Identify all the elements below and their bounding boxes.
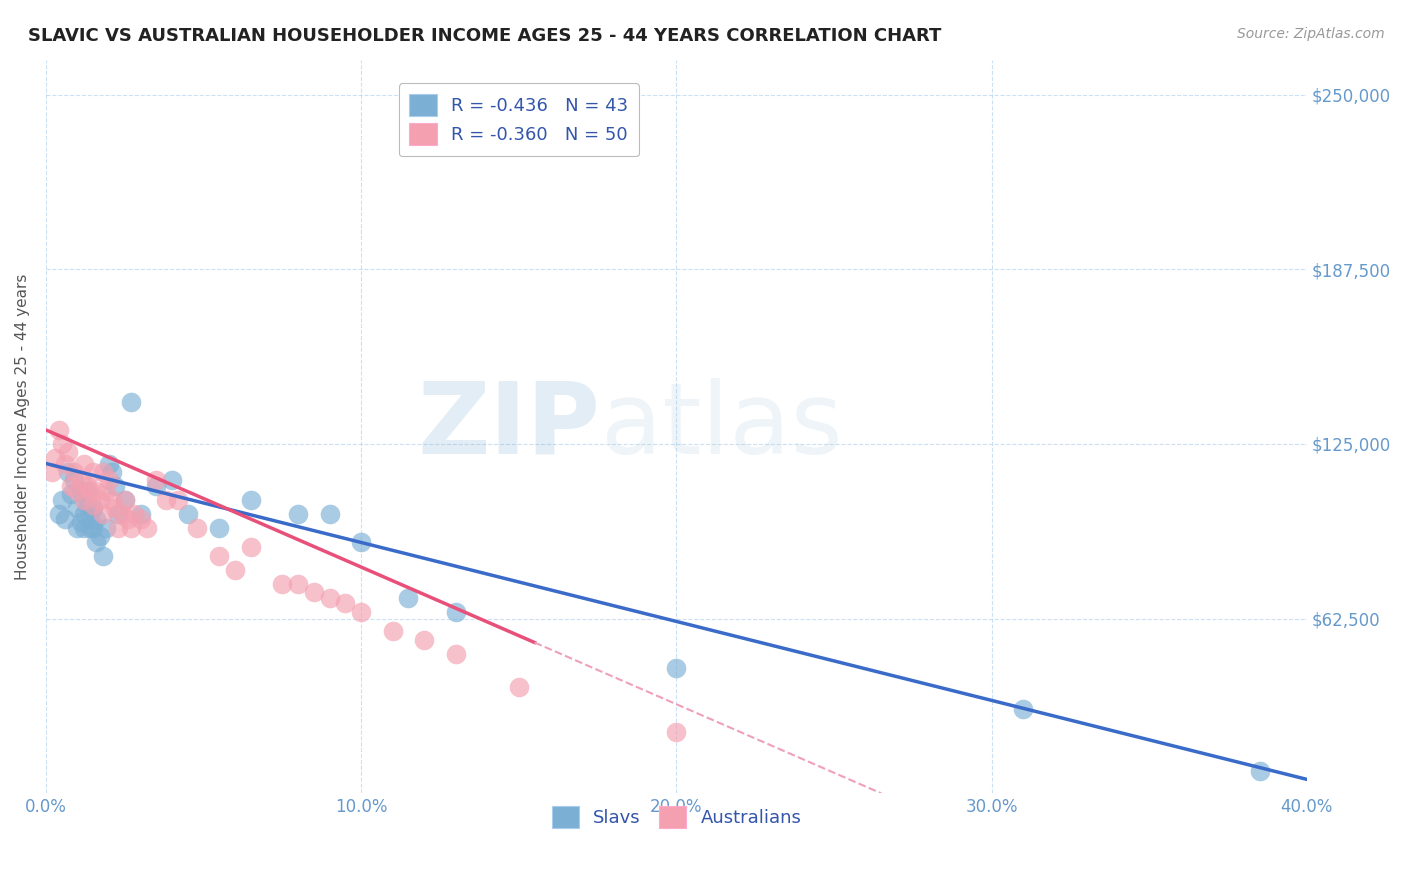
Point — [114, 492, 136, 507]
Point — [89, 529, 111, 543]
Point — [76, 479, 98, 493]
Point — [76, 484, 98, 499]
Point — [318, 507, 340, 521]
Point — [48, 423, 70, 437]
Point — [381, 624, 404, 639]
Point — [120, 521, 142, 535]
Point — [91, 507, 114, 521]
Point — [208, 549, 231, 563]
Point — [69, 473, 91, 487]
Point — [82, 521, 104, 535]
Point — [69, 484, 91, 499]
Point — [86, 512, 108, 526]
Point — [91, 465, 114, 479]
Y-axis label: Householder Income Ages 25 - 44 years: Householder Income Ages 25 - 44 years — [15, 273, 30, 580]
Point — [413, 632, 436, 647]
Point — [665, 660, 688, 674]
Text: Source: ZipAtlas.com: Source: ZipAtlas.com — [1237, 27, 1385, 41]
Point — [239, 492, 262, 507]
Point — [177, 507, 200, 521]
Point — [208, 521, 231, 535]
Point — [82, 501, 104, 516]
Point — [129, 512, 152, 526]
Point — [94, 484, 117, 499]
Point — [444, 605, 467, 619]
Point — [111, 507, 134, 521]
Point — [1012, 702, 1035, 716]
Point — [318, 591, 340, 605]
Point — [271, 576, 294, 591]
Point — [79, 512, 101, 526]
Point — [60, 479, 83, 493]
Point — [302, 585, 325, 599]
Point — [86, 484, 108, 499]
Point — [1249, 764, 1271, 778]
Point — [56, 445, 79, 459]
Point — [104, 501, 127, 516]
Point — [104, 479, 127, 493]
Point — [444, 647, 467, 661]
Point — [145, 479, 167, 493]
Text: atlas: atlas — [600, 378, 842, 475]
Legend: Slavs, Australians: Slavs, Australians — [544, 799, 808, 836]
Point — [63, 473, 86, 487]
Point — [44, 450, 66, 465]
Point — [155, 492, 177, 507]
Point — [350, 605, 373, 619]
Point — [53, 512, 76, 526]
Point — [135, 521, 157, 535]
Point — [350, 534, 373, 549]
Point — [287, 576, 309, 591]
Point — [66, 501, 89, 516]
Point — [117, 512, 139, 526]
Point — [53, 457, 76, 471]
Point — [335, 596, 357, 610]
Point — [98, 457, 121, 471]
Point — [398, 591, 420, 605]
Point — [239, 541, 262, 555]
Point — [56, 465, 79, 479]
Point — [69, 515, 91, 529]
Text: ZIP: ZIP — [418, 378, 600, 475]
Point — [41, 465, 63, 479]
Point — [167, 492, 190, 507]
Point — [89, 492, 111, 507]
Point — [79, 484, 101, 499]
Point — [508, 680, 530, 694]
Point — [120, 395, 142, 409]
Point — [73, 492, 96, 507]
Point — [63, 465, 86, 479]
Point — [91, 549, 114, 563]
Point — [82, 465, 104, 479]
Text: SLAVIC VS AUSTRALIAN HOUSEHOLDER INCOME AGES 25 - 44 YEARS CORRELATION CHART: SLAVIC VS AUSTRALIAN HOUSEHOLDER INCOME … — [28, 27, 942, 45]
Point — [94, 521, 117, 535]
Point — [129, 507, 152, 521]
Point — [224, 563, 246, 577]
Point — [66, 484, 89, 499]
Point — [107, 521, 129, 535]
Point — [79, 521, 101, 535]
Point — [107, 507, 129, 521]
Point — [76, 499, 98, 513]
Point — [51, 437, 73, 451]
Point — [665, 724, 688, 739]
Point — [101, 492, 124, 507]
Point — [160, 473, 183, 487]
Point — [60, 487, 83, 501]
Point — [86, 534, 108, 549]
Point — [186, 521, 208, 535]
Point — [122, 507, 145, 521]
Point — [73, 507, 96, 521]
Point — [73, 521, 96, 535]
Point — [145, 473, 167, 487]
Point — [51, 492, 73, 507]
Point — [287, 507, 309, 521]
Point — [73, 457, 96, 471]
Point — [101, 465, 124, 479]
Point — [82, 499, 104, 513]
Point — [98, 473, 121, 487]
Point — [48, 507, 70, 521]
Point — [66, 521, 89, 535]
Point — [114, 492, 136, 507]
